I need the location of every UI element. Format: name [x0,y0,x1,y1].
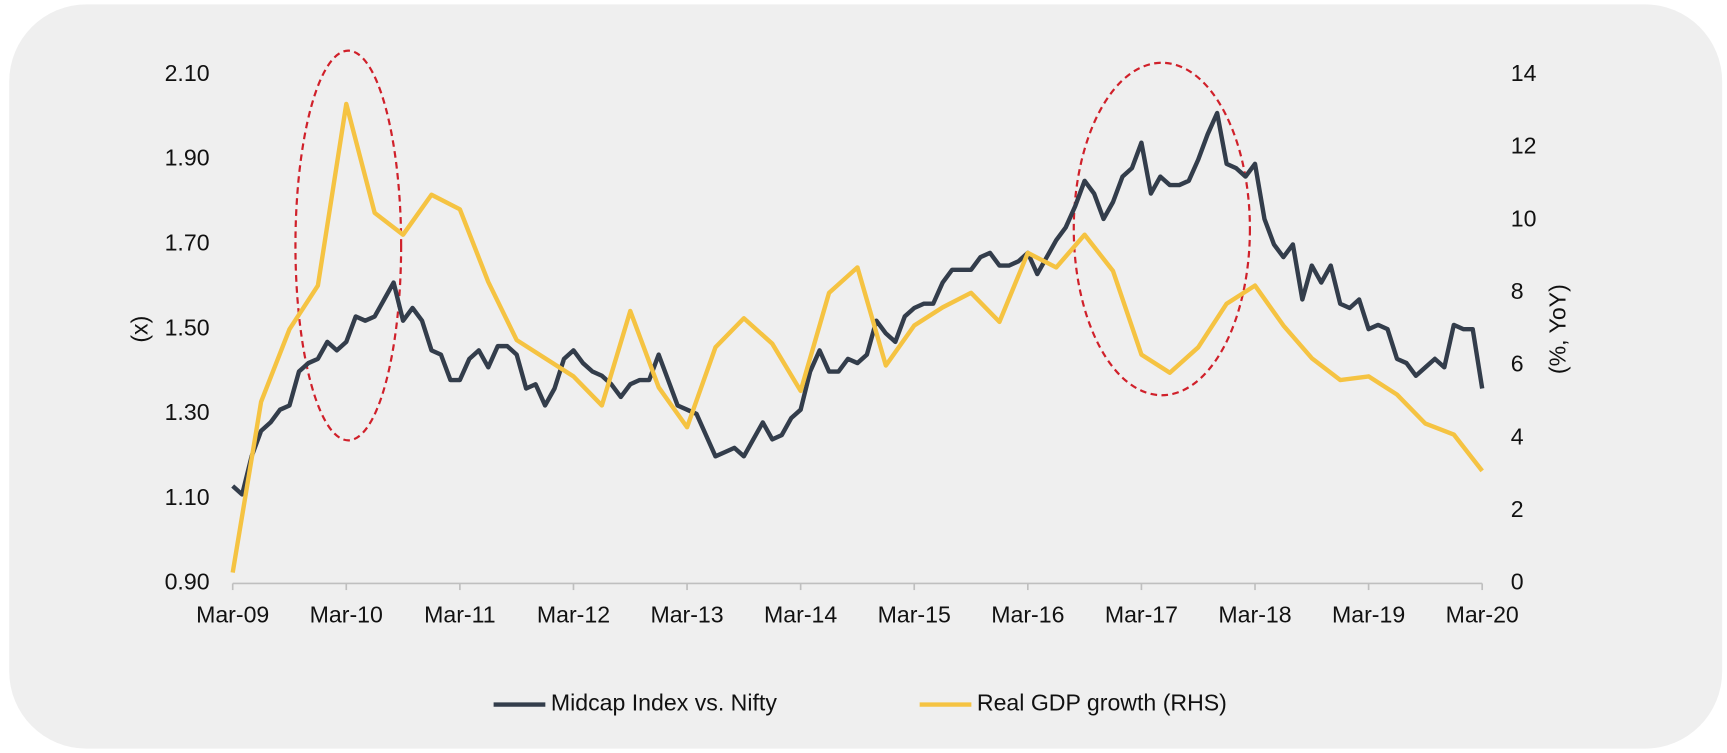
x-tick-label: Mar-20 [1446,602,1519,628]
y-tick-label: 1.90 [165,145,210,171]
y2-tick-label: 10 [1511,205,1537,231]
x-tick-label: Mar-14 [764,602,837,628]
x-tick-label: Mar-11 [424,602,495,628]
y2-axis-label: (%, YoY) [1544,284,1570,374]
legend: Midcap Index vs. Nifty Real GDP growth (R… [493,690,1227,716]
y2-tick-label: 0 [1511,569,1524,595]
y2-tick-label: 8 [1511,278,1524,304]
x-tick-label: Mar-16 [991,602,1064,628]
x-tick-label: Mar-12 [537,602,610,628]
highlight-ellipse [294,49,403,442]
series-line [231,110,1485,497]
y2-tick-label: 6 [1511,351,1524,377]
series-line [230,101,1484,573]
plot-area: Mar-09 Mar-10 Mar-11 Mar-12 Mar-13 Mar-14 Mar-… [165,60,1537,628]
y-tick-label: 2.10 [165,60,210,86]
y2-tick-label: 2 [1511,496,1524,522]
y-tick-label: 1.50 [165,314,210,340]
x-tick-label: Mar-10 [310,602,383,628]
y-axis-label: (x) [126,316,152,343]
x-tick-label: Mar-13 [650,602,723,628]
legend-label: Midcap Index vs. Nifty [551,690,777,716]
legend-label: Real GDP growth (RHS) [977,690,1227,716]
highlight-ellipse [1072,61,1252,397]
y-tick-label: 1.10 [165,484,210,510]
y-tick-label: 0.90 [165,569,210,595]
x-tick-label: Mar-17 [1105,602,1178,628]
x-tick-label: Mar-19 [1332,602,1405,628]
y2-tick-label: 12 [1511,133,1537,159]
x-tick-label: Mar-09 [196,602,269,628]
y2-tick-label: 14 [1511,60,1537,86]
y-tick-label: 1.70 [165,230,210,256]
x-tick-label: Mar-18 [1218,602,1291,628]
y-tick-label: 1.30 [165,399,210,425]
x-tick-label: Mar-15 [878,602,951,628]
chart-background [9,4,1723,749]
y2-tick-label: 4 [1511,423,1524,449]
